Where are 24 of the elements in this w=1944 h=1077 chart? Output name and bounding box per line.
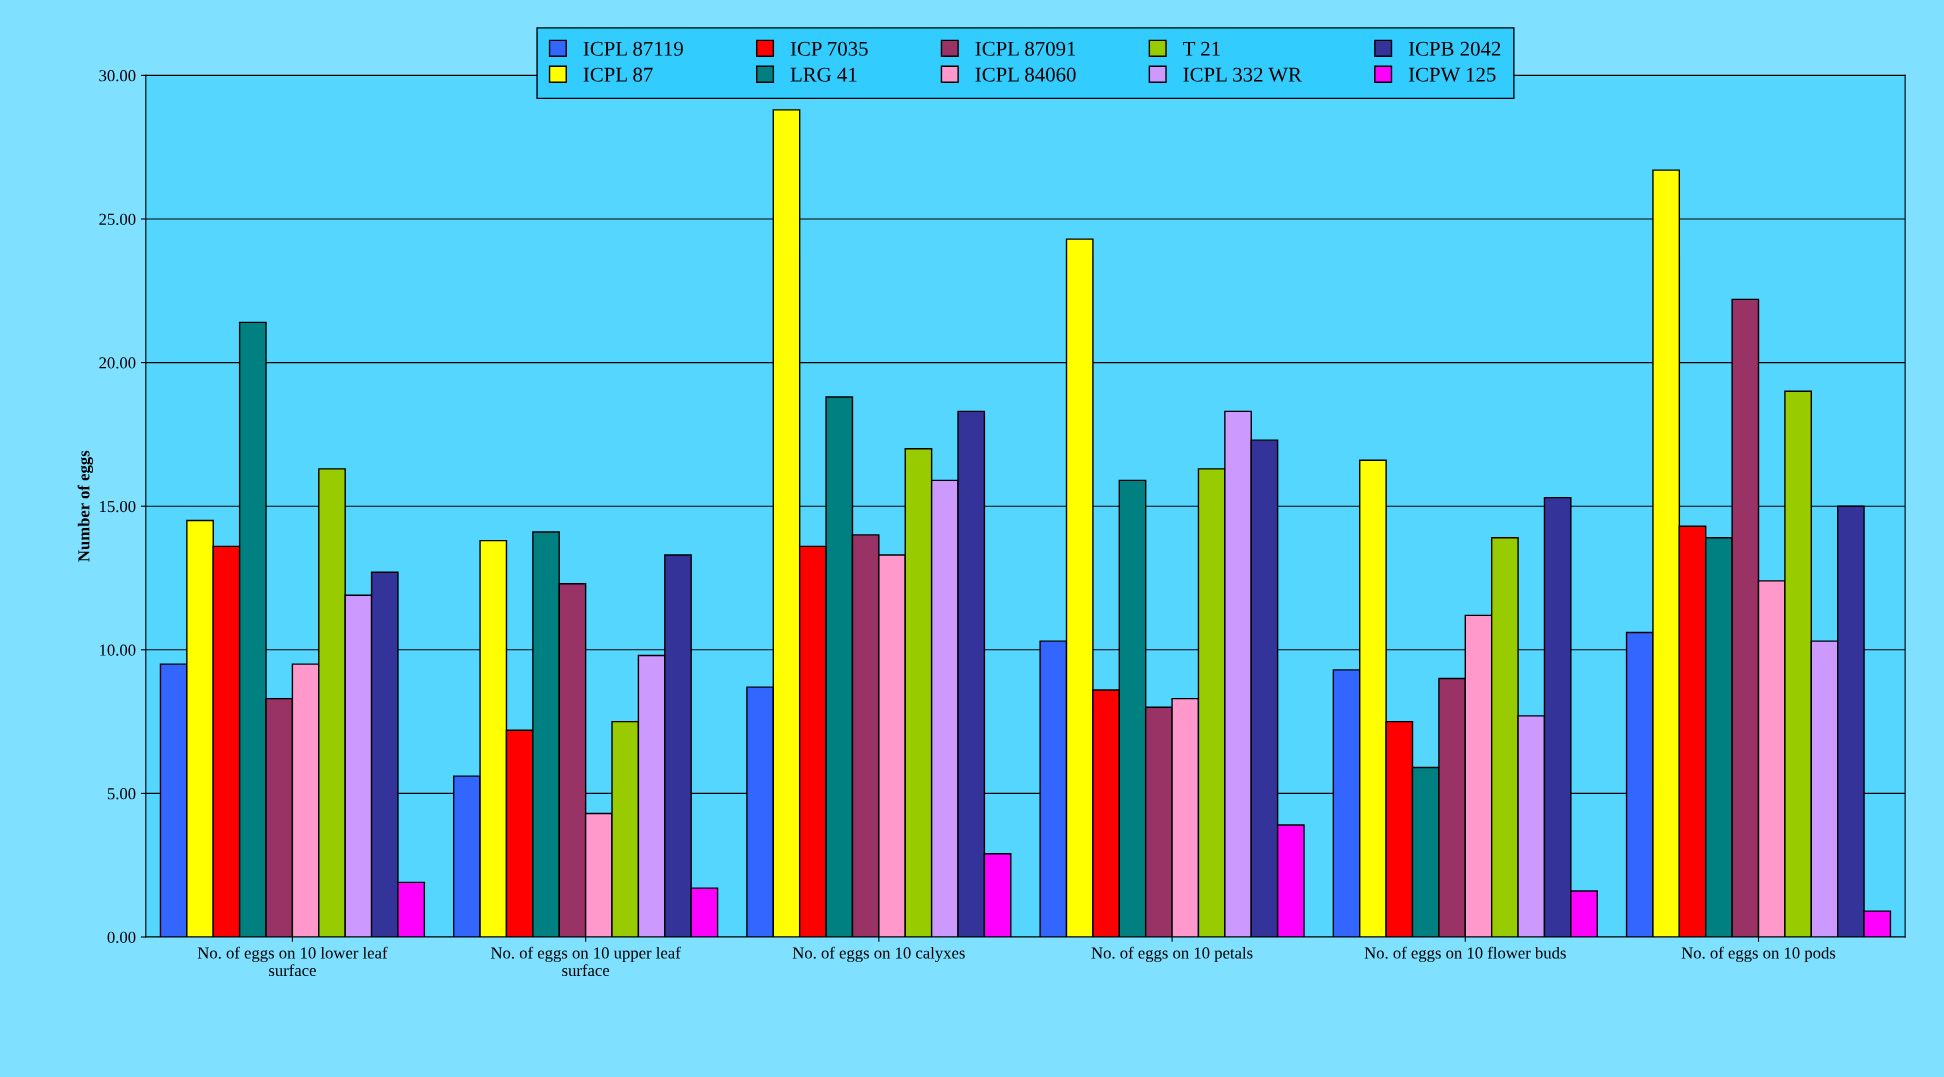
- x-tick-label: No. of eggs on 10 pods: [1681, 946, 1836, 963]
- y-tick-label: 10.00: [100, 644, 136, 656]
- legend-label: LRG 41: [790, 67, 857, 82]
- y-tick-label: 15.00: [100, 500, 136, 513]
- legend-label: ICPB 2042: [1408, 41, 1501, 56]
- legend-label: T 21: [1183, 41, 1220, 56]
- y-tick-label: 20.00: [99, 357, 136, 369]
- x-tick-label: No. of eggs on 10 flower buds: [1364, 946, 1566, 963]
- legend-label: ICPL 87: [583, 67, 653, 82]
- legend-label: ICPL 87091: [975, 41, 1076, 56]
- y-tick-label: 25.00: [99, 213, 136, 226]
- x-tick-label: No. of eggs on 10 lower leaf surface: [197, 946, 388, 977]
- y-tick-label: 0.00: [107, 931, 136, 944]
- legend-label: ICPW 125: [1408, 67, 1496, 82]
- legend-label: ICP 7035: [790, 41, 868, 56]
- legend-label: ICPL 87119: [583, 41, 683, 56]
- legend-label: ICPL 84060: [975, 67, 1076, 82]
- y-tick-label: 5.00: [107, 788, 136, 800]
- x-tick-label: No. of eggs on 10 upper leaf surface: [490, 946, 681, 977]
- x-tick-label: No. of eggs on 10 petals: [1091, 946, 1253, 963]
- legend-label: ICPL 332 WR: [1183, 67, 1302, 82]
- y-axis-title: Number of eggs: [77, 450, 94, 562]
- y-tick-label: 30.00: [99, 70, 136, 82]
- x-tick-label: No. of eggs on 10 calyxes: [792, 946, 965, 963]
